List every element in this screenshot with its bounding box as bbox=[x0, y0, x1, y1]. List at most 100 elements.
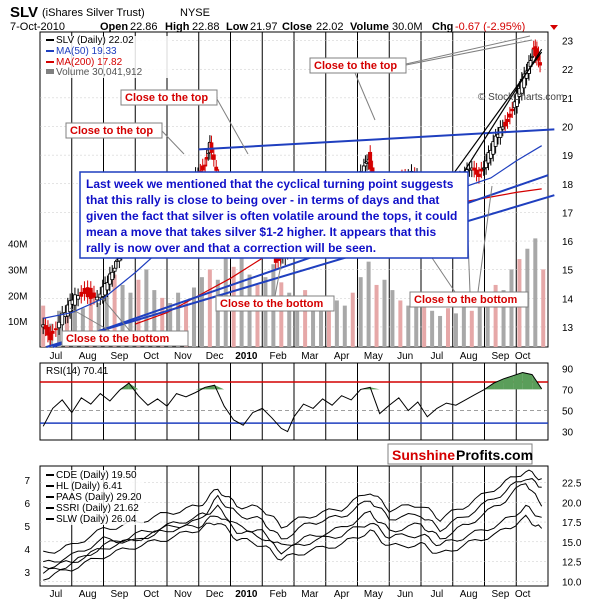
volume-bar bbox=[263, 277, 268, 347]
candle-body bbox=[474, 169, 479, 175]
candle-body bbox=[472, 167, 477, 171]
candle-body bbox=[68, 300, 73, 313]
x-tick-label: Sep bbox=[110, 351, 128, 362]
x-tick-label: Jul bbox=[49, 351, 62, 362]
price-tick-label: 18 bbox=[562, 180, 574, 191]
axis-layer: 13 14 15 16 17 18 19 20 21 22 23 10M 20M 30M 40M Jul Jul… bbox=[8, 37, 574, 600]
rsi-overbought-fill bbox=[522, 372, 533, 390]
volume-bar bbox=[120, 284, 125, 347]
candle-body bbox=[211, 154, 216, 160]
legend-volume: Volume 30,041,912 bbox=[56, 67, 143, 78]
x-tick-label: 2010 bbox=[235, 351, 258, 362]
label-top-left: Close to the top bbox=[70, 125, 153, 137]
volume-bar bbox=[358, 277, 363, 347]
miners-right-tick-label: 12.5 bbox=[562, 558, 582, 569]
miners-series-ssri bbox=[43, 504, 542, 570]
rsi-legend: RSI(14) 70.41 bbox=[46, 366, 109, 377]
close-value: 22.02 bbox=[316, 21, 344, 33]
volume-bar bbox=[541, 269, 546, 347]
volume-bar bbox=[350, 292, 355, 347]
candle-body bbox=[530, 55, 535, 58]
rsi-tick-label: 30 bbox=[562, 428, 574, 439]
price-tick-label: 19 bbox=[562, 151, 574, 162]
low-value: 21.97 bbox=[250, 21, 278, 33]
volume-bar bbox=[255, 284, 260, 347]
candle-body bbox=[500, 126, 505, 130]
candle-body bbox=[200, 165, 205, 171]
candle-body bbox=[50, 330, 55, 334]
candle-body bbox=[368, 151, 373, 170]
trendline bbox=[452, 48, 543, 190]
chg-value: -0.67 (-2.95%) bbox=[455, 21, 525, 33]
rsi-layer: 30 50 70 90 bbox=[40, 364, 574, 439]
candle-body bbox=[110, 271, 115, 281]
price-tick-label: 13 bbox=[562, 323, 574, 334]
volume-bar bbox=[215, 279, 220, 347]
dropdown-arrow-icon[interactable] bbox=[550, 25, 558, 30]
miners-left-tick-label: 7 bbox=[24, 476, 30, 487]
miners-series-hl bbox=[43, 478, 542, 563]
candle-body bbox=[209, 142, 214, 153]
candle-body bbox=[117, 258, 122, 262]
symbol-subtitle: (iShares Silver Trust) bbox=[42, 7, 145, 19]
volume-bar bbox=[430, 310, 435, 347]
volume-bar bbox=[453, 313, 458, 347]
volume-bar bbox=[311, 303, 316, 347]
price-legend: SLV (Daily) 22.02 MA(50) 19.33 MA(200) 1… bbox=[44, 35, 172, 78]
volume-bar bbox=[406, 305, 411, 347]
volume-bar bbox=[295, 297, 300, 347]
candle-body bbox=[522, 73, 527, 89]
candle-body bbox=[479, 168, 484, 172]
miners-legend: CDE (Daily) 19.50 HL (Daily) 6.41 PAAS (… bbox=[44, 470, 144, 525]
legend-slw: SLW (Daily) 26.04 bbox=[56, 514, 137, 525]
miners-left-tick-label: 3 bbox=[24, 568, 30, 579]
price-tick-label: 20 bbox=[562, 123, 574, 134]
rsi-overbought-fill bbox=[494, 378, 504, 390]
volume-bar bbox=[104, 295, 109, 347]
x-tick-label: Apr bbox=[334, 589, 350, 600]
x-tick-label: Oct bbox=[143, 351, 159, 362]
callout-line-1: Last week we mentioned that the cyclical… bbox=[86, 177, 454, 191]
volume-bar bbox=[318, 308, 323, 347]
x-tick-label: Dec bbox=[206, 589, 224, 600]
miners-series-cde bbox=[42, 483, 543, 574]
quote-date: 7-Oct-2010 bbox=[10, 21, 65, 33]
x-tick-label: Sep bbox=[491, 589, 509, 600]
candle-body bbox=[507, 113, 512, 118]
callout-line-3: given the fact that silver is often vola… bbox=[86, 209, 457, 223]
candle-body bbox=[53, 328, 58, 331]
ohlc-header: Open 22.86 High 22.88 Low 21.97 Close 22… bbox=[100, 21, 525, 33]
candle-body bbox=[73, 294, 77, 306]
volume-bar bbox=[112, 274, 117, 347]
candle-body bbox=[203, 164, 208, 167]
volume-bar bbox=[501, 290, 506, 347]
callout-line-4: mean a move that takes silver $1-2 highe… bbox=[86, 225, 436, 239]
callout-line-2: that this rally is close to being over -… bbox=[86, 193, 439, 207]
x-tick-label: Dec bbox=[206, 351, 224, 362]
miners-right-tick-label: 15.0 bbox=[562, 538, 582, 549]
volume-bar bbox=[493, 284, 498, 347]
volume-bar bbox=[152, 290, 157, 347]
x-tick-label: Oct bbox=[515, 351, 531, 362]
candle-body bbox=[503, 121, 508, 127]
label-top-right: Close to the top bbox=[314, 60, 397, 72]
trendline bbox=[46, 194, 555, 348]
callout-line-5: rally is now over and that a correction … bbox=[86, 241, 376, 255]
volume-tick-label: 20M bbox=[8, 291, 27, 302]
x-tick-label: Nov bbox=[174, 351, 192, 362]
volume-bar bbox=[374, 284, 379, 347]
annotation-labels: Close to the top Close to the top Close … bbox=[61, 35, 533, 347]
legend-cde: CDE (Daily) 19.50 bbox=[56, 470, 137, 481]
volume-tick-label: 40M bbox=[8, 240, 27, 251]
x-tick-label: Mar bbox=[301, 351, 319, 362]
candle-body bbox=[57, 321, 61, 329]
candle-body bbox=[481, 167, 486, 170]
price-tick-label: 15 bbox=[562, 266, 574, 277]
low-label: Low bbox=[226, 21, 248, 33]
trendline bbox=[198, 128, 555, 151]
miners-left-tick-label: 4 bbox=[24, 545, 30, 556]
volume-bar bbox=[445, 308, 450, 347]
volume-bar bbox=[326, 310, 331, 347]
rsi-line bbox=[42, 371, 543, 433]
miners-left-tick-label: 6 bbox=[24, 499, 30, 510]
